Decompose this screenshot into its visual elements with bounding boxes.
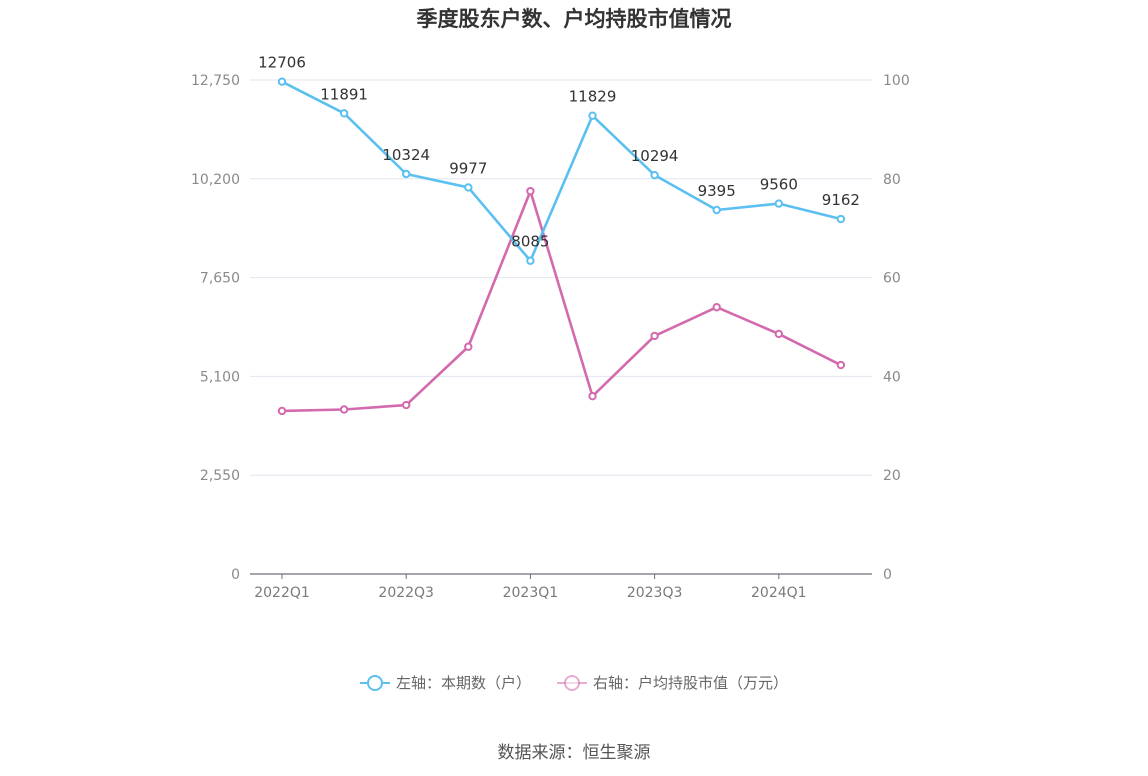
y-tick-right: 80 (883, 172, 901, 188)
data-point-left (836, 214, 846, 224)
legend-item-right[interactable]: 右轴：户均持股市值（万元） (557, 672, 788, 693)
series-line-right (281, 189, 842, 413)
y-tick-right: 100 (883, 73, 910, 89)
chart-title: 季度股东户数、户均持股市值情况 (416, 7, 732, 31)
legend-swatch-right (557, 674, 587, 691)
data-point-left (774, 199, 783, 208)
legend-swatch-left (359, 674, 390, 691)
series-group (277, 77, 846, 416)
data-point-left (588, 111, 597, 120)
data-point-right (277, 406, 287, 416)
y-tick-left: 12,750 (191, 73, 240, 89)
x-tick-label: 2023Q3 (627, 585, 683, 601)
axes: 0 0 2,550 20 5,100 40 7,650 60 10,200 80 12,750 100… (191, 73, 910, 601)
data-label: 10294 (631, 147, 679, 165)
x-tick-label: 2024Q1 (751, 585, 807, 601)
data-point-left (526, 256, 535, 265)
data-point-right (650, 331, 659, 341)
legend: 左轴：本期数（户） 右轴：户均持股市值（万元） (0, 672, 1148, 693)
data-labels: 12706 11891 10324 9977 8085 11829 10294 9395 956… (258, 54, 860, 251)
y-tick-right: 40 (883, 369, 901, 385)
series-line-left (281, 80, 842, 263)
data-label: 12706 (258, 54, 306, 72)
data-label: 8085 (511, 233, 549, 251)
y-tick-left: 2,550 (200, 468, 240, 484)
data-label: 11829 (569, 88, 617, 106)
data-point-left (402, 169, 411, 179)
legend-label-left: 左轴：本期数（户） (395, 674, 531, 692)
y-tick-left: 5,100 (200, 369, 240, 385)
data-point-right (774, 329, 783, 339)
y-tick-right: 0 (883, 567, 892, 583)
data-point-right (464, 342, 473, 351)
y-tick-right: 20 (883, 468, 901, 484)
data-label: 9395 (698, 182, 736, 200)
data-point-right (402, 400, 411, 410)
data-label: 9162 (822, 191, 860, 209)
data-point-left (650, 170, 659, 180)
data-label: 9977 (449, 159, 487, 177)
legend-item-left[interactable]: 左轴：本期数（户） (359, 672, 531, 693)
data-point-right (526, 186, 535, 196)
y-tick-right: 60 (883, 271, 901, 287)
data-point-right (836, 360, 846, 370)
y-tick-left: 7,650 (200, 271, 240, 287)
y-tick-left: 0 (231, 567, 240, 583)
data-point-left (464, 183, 473, 192)
data-label: 9560 (760, 176, 798, 194)
data-point-right (712, 303, 721, 312)
data-point-left (339, 109, 349, 118)
x-tick-label: 2023Q1 (503, 585, 559, 601)
data-point-right (339, 405, 349, 414)
data-point-left (712, 205, 721, 215)
x-tick-label: 2022Q1 (254, 585, 310, 601)
legend-label-right: 右轴：户均持股市值（万元） (593, 674, 789, 692)
data-label: 11891 (320, 85, 368, 103)
data-label: 10324 (382, 146, 430, 164)
y-tick-left: 10,200 (191, 172, 240, 188)
x-tick-label: 2022Q3 (378, 585, 434, 601)
source-note: 数据来源：恒生聚源 (497, 743, 651, 763)
data-point-left (277, 77, 287, 86)
grid-lines (250, 79, 872, 476)
data-point-right (588, 391, 597, 401)
